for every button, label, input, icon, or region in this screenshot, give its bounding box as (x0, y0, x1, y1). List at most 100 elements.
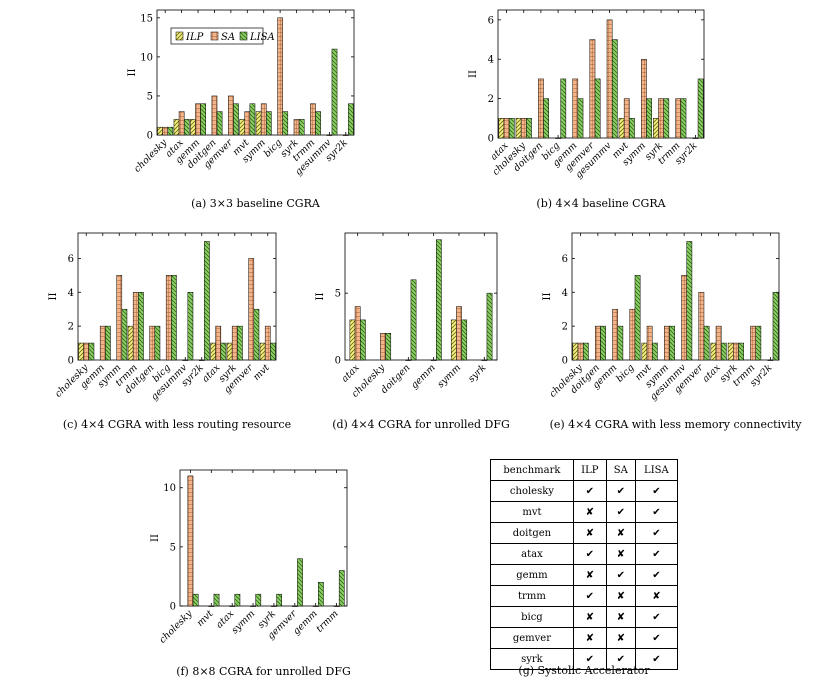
table-row: gemm ✘ ✔ ✔ (490, 564, 679, 586)
x-tick-label: atax (340, 362, 363, 385)
bar-ilp-gemm (190, 119, 196, 136)
y-tick-label: 6 (68, 254, 74, 265)
bar-sa-syr2k (342, 134, 349, 136)
y-tick-label: 0 (170, 602, 176, 613)
y-tick-label: 5 (147, 91, 153, 102)
bar-sa-cholesky (83, 342, 90, 361)
x-tick-label: cholesky (132, 137, 170, 175)
x-tick-label: cholesky (157, 608, 195, 646)
bar-lisa-symm (669, 325, 675, 361)
legend-swatch-lisa (239, 31, 248, 41)
table-row: syrk ✔ ✔ ✔ (490, 648, 679, 670)
chart-caption: (a) 3×3 baseline CGRA (191, 197, 321, 210)
bar-lisa-bicg (560, 78, 567, 139)
bar-lisa-cholesky (167, 126, 174, 136)
bar-sa-syr2k (692, 137, 699, 139)
table-cell: ✘ (605, 543, 636, 565)
bar-sa-cholesky (520, 118, 527, 139)
bar-sa-gemver (698, 292, 705, 361)
bar-lisa-atax (220, 342, 227, 361)
bar-sa-doitgen (405, 359, 412, 361)
bar-sa-gesummv (326, 134, 333, 136)
bar-sa-syrk (271, 605, 277, 607)
bar-sa-gemm (612, 308, 618, 361)
bar-lisa-mvt (270, 342, 276, 361)
table-cell: ✘ (605, 522, 636, 544)
y-tick-label: 0 (68, 356, 74, 367)
bar-lisa-atax (234, 593, 241, 607)
table-cell: ✔ (572, 648, 607, 670)
bar-lisa-gesummv (611, 39, 618, 139)
bar-sa-syr2k (198, 359, 205, 361)
y-tick-label: 10 (140, 52, 153, 63)
bar-sa-cholesky (162, 126, 169, 136)
bar-ilp-cholesky (78, 342, 84, 361)
bar-ilp-syrk (653, 118, 659, 139)
table-cell: ✔ (634, 564, 679, 586)
bar-lisa-atax (183, 119, 190, 136)
plot-frame (571, 232, 780, 361)
bar-ilp-atax (173, 119, 180, 136)
table-cell: ✘ (572, 522, 607, 544)
bar-ilp-mvt (259, 342, 266, 361)
y-tick-label: 2 (488, 94, 494, 105)
bar-sa-atax (229, 605, 236, 607)
bar-sa-gemver (248, 258, 255, 361)
table-header-cell: SA (605, 459, 636, 481)
bar-sa-syr2k (767, 359, 774, 361)
bar-sa-atax (503, 118, 510, 139)
bar-sa-gemm (99, 325, 106, 361)
x-tick-label: syrk (466, 362, 488, 384)
chart-4: 0246IIcholeskydoitgengemmbicgmvtsymmgesu… (542, 232, 802, 431)
bar-lisa-symm (646, 98, 652, 139)
table-row: trmm ✔ ✘ ✘ (490, 585, 679, 607)
table-cell: ✔ (634, 648, 679, 670)
y-axis-label: II (315, 293, 326, 301)
bar-sa-gesummv (182, 359, 189, 361)
table-cell: ✔ (572, 480, 607, 502)
bar-lisa-syrk (298, 119, 305, 136)
table-cell: ✔ (634, 627, 679, 649)
bar-lisa-gesummv (686, 241, 693, 361)
bar-sa-cholesky (380, 333, 386, 361)
bar-sa-mvt (264, 325, 271, 361)
bar-sa-gemver (228, 95, 234, 136)
table-cell: trmm (490, 585, 574, 607)
y-axis-label: II (150, 534, 161, 542)
bar-lisa-gemm (318, 582, 324, 607)
bar-ilp-cholesky (515, 118, 522, 139)
bar-lisa-doitgen (216, 111, 223, 136)
bar-sa-mvt (244, 111, 251, 136)
bar-ilp-atax (210, 342, 216, 361)
x-tick-label: bicg (614, 362, 636, 384)
bar-ilp-symm (255, 111, 262, 136)
table-header-cell: LISA (634, 459, 679, 481)
table-row: atax ✔ ✘ ✔ (490, 543, 679, 565)
bar-sa-trmm (132, 292, 139, 361)
bar-ilp-symm (450, 319, 457, 361)
bar-sa-gemm (312, 605, 319, 607)
bar-lisa-syr2k (348, 103, 354, 136)
chart-0: 051015IIcholeskyataxgemmdoitgengemvermvt… (127, 9, 355, 210)
table-body: cholesky ✔ ✔ ✔ mvt ✘ ✔ ✔ doitgen ✘ ✘ ✔ atax ✔ ✘ ✔ gemm ✘ ✔… (490, 480, 679, 670)
bar-lisa-cholesky (385, 333, 392, 361)
bar-sa-syrk (231, 325, 238, 361)
table-cell: doitgen (490, 522, 574, 544)
bar-lisa-doitgen (410, 279, 417, 361)
chart-caption: (c) 4×4 CGRA with less routing resource (63, 418, 291, 431)
bar-lisa-syr2k (772, 292, 779, 361)
bar-sa-syrk (733, 342, 739, 361)
table-header-row: benchmark ILP SA LISA (490, 459, 679, 481)
bar-sa-gemm (430, 359, 437, 361)
y-tick-label: 5 (335, 289, 341, 300)
y-tick-label: 4 (562, 288, 568, 299)
bar-lisa-gemm (617, 325, 624, 361)
bar-sa-atax (715, 325, 722, 361)
chart-2: 0246IIcholeskygemmsymmtrmmdoitgenbicgges… (48, 232, 291, 431)
table-cell: gemm (490, 564, 574, 586)
bar-sa-mvt (646, 325, 653, 361)
bar-sa-bicg (629, 308, 636, 361)
bar-lisa-symm (255, 593, 262, 607)
